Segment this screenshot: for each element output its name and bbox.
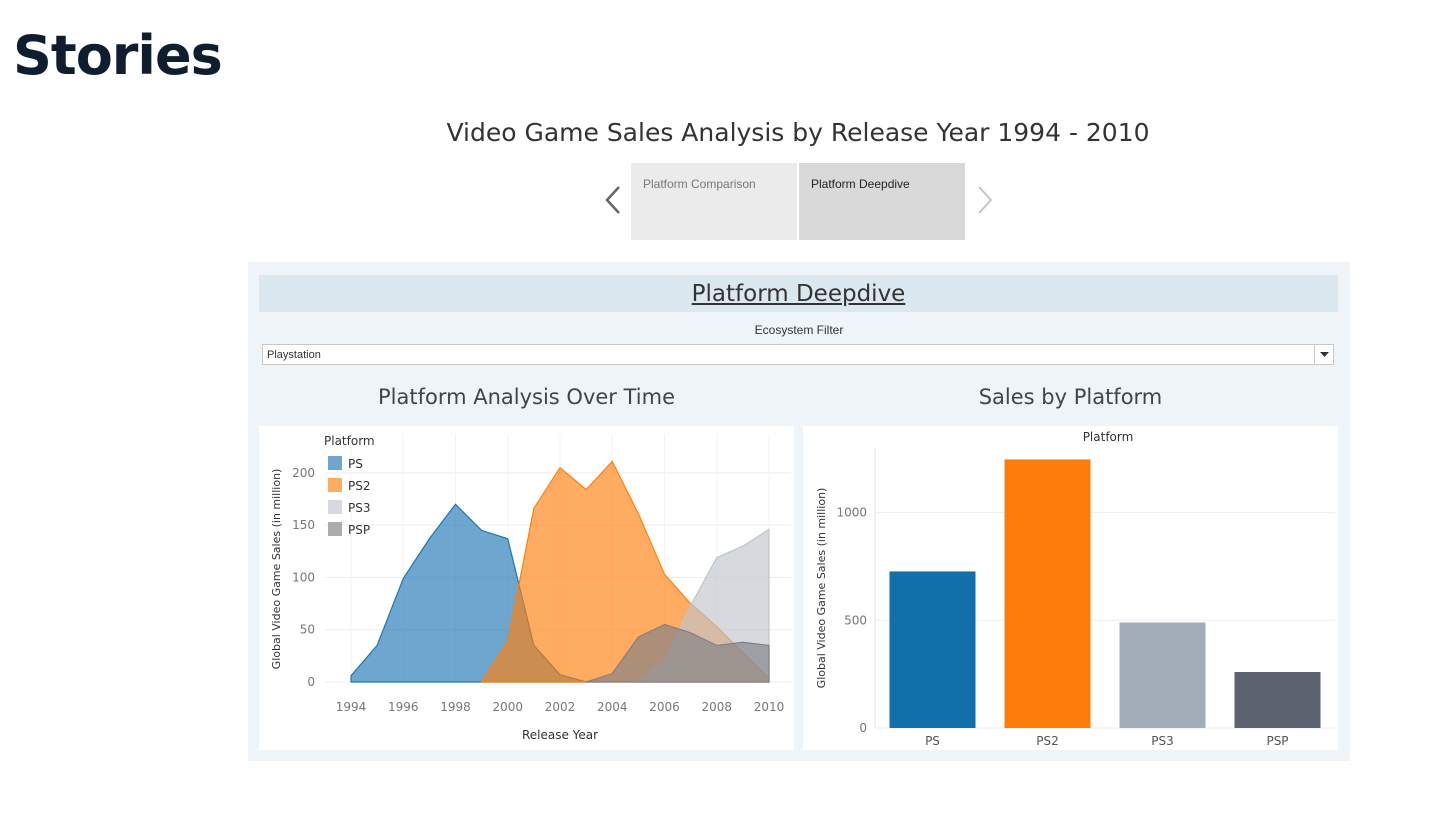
legend-swatch	[328, 500, 342, 514]
dashboard-title-banner: Platform Deepdive	[259, 275, 1338, 312]
bar-ps3[interactable]	[1119, 622, 1206, 728]
dropdown-arrow-icon[interactable]	[1314, 345, 1333, 364]
legend-label-ps2: PS2	[348, 479, 371, 493]
story-point-label: Platform Deepdive	[811, 177, 910, 191]
bar-ps2[interactable]	[1004, 459, 1091, 728]
x-tick-label: PSP	[1266, 734, 1288, 748]
bar-ps[interactable]	[889, 571, 976, 728]
area-chart-title: Platform Analysis Over Time	[377, 385, 675, 409]
ecosystem-filter-dropdown[interactable]: Playstation	[262, 344, 1334, 365]
legend-title: Platform	[324, 434, 375, 448]
x-tick-label: 2008	[701, 700, 732, 714]
bar-psp[interactable]	[1234, 672, 1321, 728]
x-tick-label: PS3	[1151, 734, 1174, 748]
y-tick-label: 150	[292, 518, 315, 532]
x-tick-label: 1994	[336, 700, 367, 714]
legend-label-ps: PS	[348, 457, 363, 471]
y-tick-label: 200	[292, 466, 315, 480]
story-point-label: Platform Comparison	[643, 177, 756, 191]
x-tick-label: 2010	[754, 700, 785, 714]
x-axis-label: Release Year	[522, 728, 598, 742]
x-tick-label: 2002	[545, 700, 576, 714]
filter-label: Ecosystem Filter	[754, 323, 844, 337]
y-tick-label: 100	[292, 570, 315, 584]
legend-label-ps3: PS3	[348, 501, 371, 515]
y-axis-label: Global Video Game Sales (in million)	[270, 469, 283, 670]
chevron-left-icon	[605, 186, 620, 214]
story-point-platform-comparison[interactable]: Platform Comparison	[631, 163, 797, 240]
dashboard: Platform Deepdive Ecosystem Filter Plays…	[248, 262, 1350, 761]
bar-chart-panel: Platform 0 500 1000 PS PS2 PS3 PSP Global Video …	[803, 426, 1338, 750]
legend-label-psp: PSP	[348, 523, 370, 537]
x-tick-label: 2000	[492, 700, 523, 714]
area-chart[interactable]: 0 50 100 150 200 1994 1996 1998 2000 2002 2004 2006…	[259, 426, 794, 750]
x-tick-label: 1996	[388, 700, 419, 714]
legend-swatch	[328, 456, 342, 470]
dashboard-title: Platform Deepdive	[691, 280, 906, 307]
page-heading: Stories	[13, 24, 223, 87]
story-point-platform-deepdive[interactable]: Platform Deepdive	[799, 163, 965, 240]
y-axis-label: Global Video Game Sales (in million)	[815, 488, 828, 689]
area-chart-panel: 0 50 100 150 200 1994 1996 1998 2000 2002 2004 2006…	[259, 426, 794, 750]
next-story-point-button[interactable]	[975, 183, 995, 217]
story-title: Video Game Sales Analysis by Release Yea…	[446, 118, 1150, 147]
x-tick-label: PS	[925, 734, 940, 748]
y-tick-label: 1000	[836, 506, 867, 520]
bar-chart-header: Platform	[1083, 430, 1134, 444]
bar-chart-title: Sales by Platform	[978, 385, 1163, 409]
previous-story-point-button[interactable]	[603, 183, 623, 217]
x-tick-label: PS2	[1036, 734, 1059, 748]
legend-swatch	[328, 522, 342, 536]
y-tick-label: 50	[300, 623, 315, 637]
y-tick-label: 500	[844, 613, 867, 627]
y-tick-label: 0	[859, 721, 867, 735]
chevron-right-icon	[978, 186, 993, 214]
x-tick-label: 1998	[440, 700, 471, 714]
filter-selected-value: Playstation	[267, 349, 321, 361]
y-tick-label: 0	[307, 675, 315, 689]
x-tick-label: 2004	[597, 700, 628, 714]
area-series-psp[interactable]	[585, 623, 770, 683]
x-tick-label: 2006	[649, 700, 680, 714]
bar-chart[interactable]: Platform 0 500 1000 PS PS2 PS3 PSP Global Video …	[803, 426, 1338, 750]
legend-swatch	[328, 478, 342, 492]
